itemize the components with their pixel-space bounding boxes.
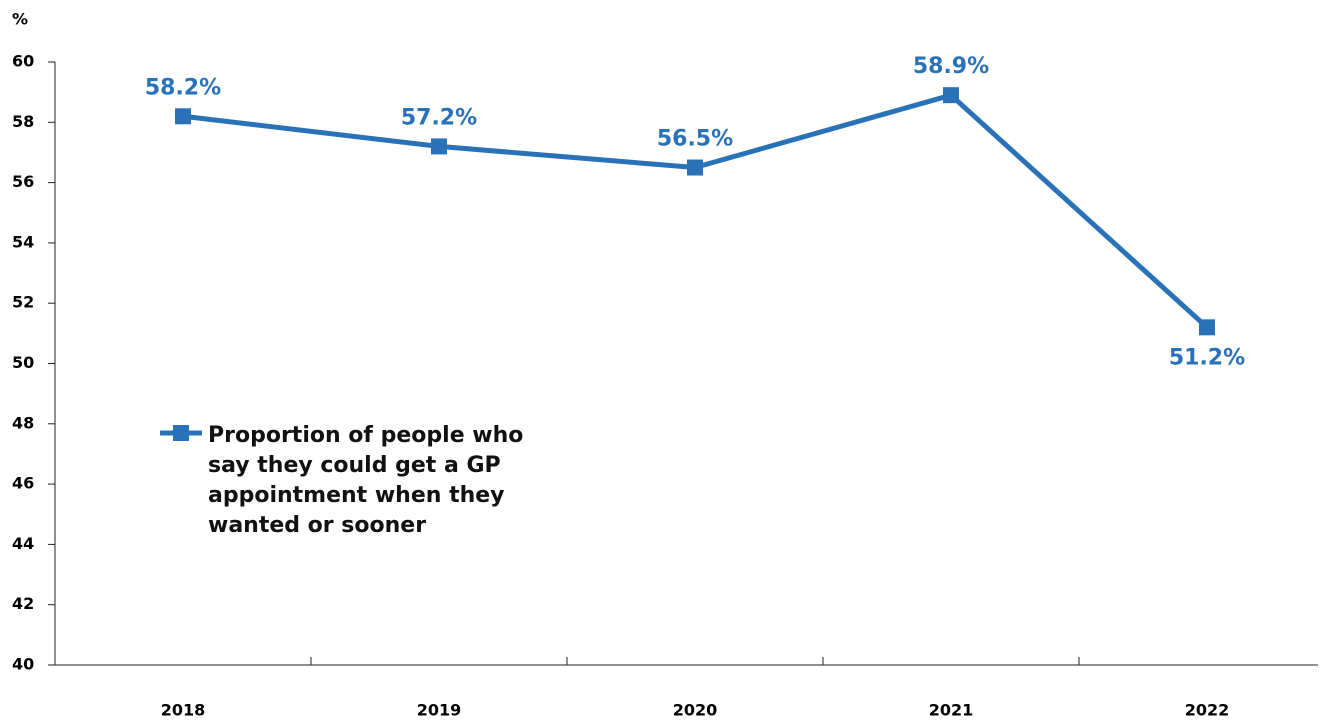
value-label: 57.2%: [401, 105, 477, 130]
marker: [1199, 319, 1215, 336]
marker: [943, 87, 959, 104]
y-tick-label: 54: [12, 232, 34, 251]
x-tick-label: 2018: [161, 701, 206, 720]
marker: [687, 159, 703, 176]
y-tick-label: 40: [12, 655, 34, 674]
y-tick-label: 50: [12, 353, 34, 372]
value-label: 56.5%: [657, 127, 733, 152]
y-tick-label: 42: [12, 594, 34, 613]
y-tick-label: 48: [12, 413, 34, 432]
marker: [431, 138, 447, 155]
marker: [175, 108, 191, 125]
legend-label: Proportion of people who say they could …: [208, 423, 524, 538]
x-tick-label: 2020: [673, 701, 718, 720]
y-tick-label: 56: [12, 172, 34, 191]
x-tick-label: 2019: [417, 701, 462, 720]
value-label: 58.2%: [145, 75, 221, 100]
y-tick-label: 46: [12, 474, 34, 493]
value-label: 58.9%: [913, 54, 989, 79]
y-tick-label: 58: [12, 112, 34, 131]
x-tick-label: 2022: [1185, 701, 1230, 720]
x-tick-label: 2021: [929, 701, 974, 720]
y-tick-label: 60: [12, 52, 34, 71]
y-axis-label: %: [12, 10, 28, 29]
legend-marker: [173, 425, 189, 441]
y-tick-label: 44: [12, 534, 34, 553]
y-tick-label: 52: [12, 293, 34, 312]
value-label: 51.2%: [1169, 345, 1245, 370]
